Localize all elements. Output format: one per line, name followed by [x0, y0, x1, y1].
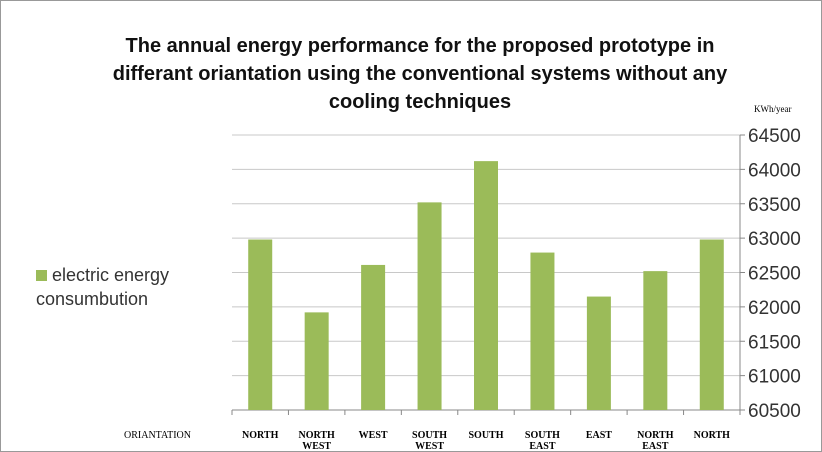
legend: electric energy consumbution	[36, 263, 206, 311]
y-tick-label: 62500	[748, 264, 801, 285]
bar	[699, 239, 724, 410]
x-tick-label: NORTH WEST	[298, 430, 335, 452]
y-tick-label: 63500	[748, 195, 801, 216]
y-axis-label: KWh/year	[754, 104, 792, 114]
y-tick-label: 64000	[748, 160, 801, 181]
x-tick-label: SOUTH WEST	[412, 430, 448, 452]
bar	[304, 312, 329, 410]
legend-label: electric energy consumbution	[36, 265, 170, 309]
bar	[530, 252, 555, 410]
x-tick-label: WEST	[358, 430, 388, 441]
x-tick-label: NORTH EAST	[637, 430, 674, 452]
x-axis-label: ORIANTATION	[124, 430, 191, 441]
x-tick-label: NORTH	[693, 430, 730, 441]
bar	[474, 161, 498, 410]
bar	[643, 271, 668, 410]
x-tick-label: NORTH	[242, 430, 279, 441]
bar	[248, 239, 273, 410]
x-tick-label: SOUTH	[468, 430, 504, 441]
legend-swatch	[36, 270, 47, 281]
x-tick-label: EAST	[585, 430, 612, 441]
y-tick-label: 62000	[748, 298, 801, 319]
x-tick-label: SOUTH EAST	[524, 430, 560, 452]
y-tick-label: 61000	[748, 367, 801, 388]
y-tick-label: 60500	[748, 401, 801, 422]
chart-title: The annual energy performance for the pr…	[112, 35, 728, 113]
bar	[417, 202, 442, 410]
bar	[361, 264, 386, 410]
bar	[586, 296, 611, 410]
y-tick-label: 61500	[748, 332, 801, 353]
y-tick-label: 63000	[748, 229, 801, 250]
y-tick-label: 64500	[748, 126, 801, 147]
